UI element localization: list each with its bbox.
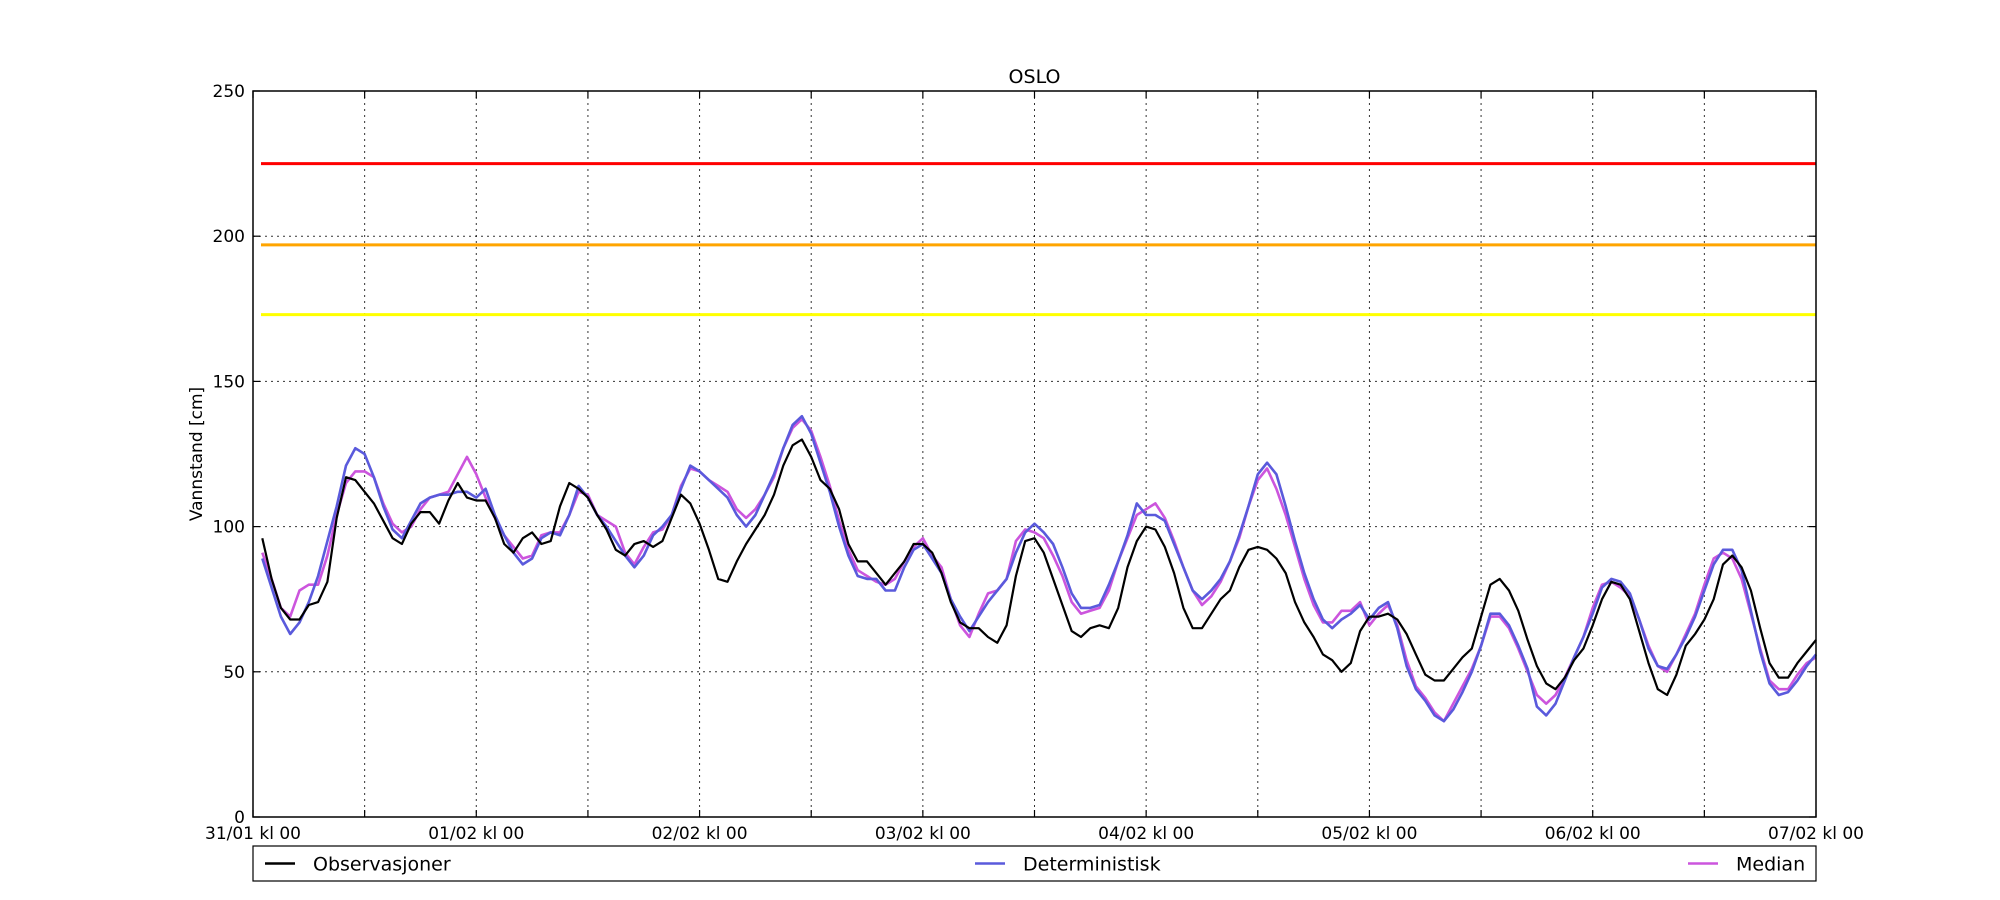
series-line-deterministisk <box>261 414 1818 723</box>
axis-ticks: 31/01 kl 00 01/02 kl 00 02/02 kl 00 03/02 k… <box>205 82 1864 844</box>
x-tick-label: 03/02 kl 00 <box>875 824 971 844</box>
legend-box <box>252 845 1817 882</box>
x-tick-label: 01/02 kl 00 <box>428 824 524 844</box>
x-tick-label: 31/01 kl 00 <box>205 824 301 844</box>
y-tick-label: 50 <box>223 663 245 683</box>
x-tick-label: 06/02 kl 00 <box>1545 824 1641 844</box>
x-tick-label: 07/02 kl 00 <box>1768 824 1864 844</box>
legend-label: Observasjoner <box>313 854 451 876</box>
legend-label: Median <box>1736 854 1805 876</box>
y-tick-label: 0 <box>234 808 245 828</box>
series-line-observasjoner <box>261 438 1817 697</box>
x-tick-label: 02/02 kl 00 <box>652 824 748 844</box>
chart-title: OSLO <box>1009 66 1061 88</box>
y-tick-label: 200 <box>213 227 245 247</box>
series-line-median <box>261 417 1817 723</box>
grid <box>253 91 1816 817</box>
threshold-lines <box>261 162 1816 317</box>
y-tick-label: 250 <box>213 82 245 102</box>
y-tick-label: 150 <box>213 372 245 392</box>
series-lines <box>261 414 1818 723</box>
legend-label: Deterministisk <box>1023 854 1161 876</box>
y-tick-label: 100 <box>213 518 245 538</box>
legend: Observasjoner Deterministisk Median <box>252 845 1817 882</box>
y-axis-title: Vannstand [cm] <box>187 387 207 521</box>
x-tick-label: 04/02 kl 00 <box>1098 824 1194 844</box>
x-tick-label: 05/02 kl 00 <box>1321 824 1417 844</box>
